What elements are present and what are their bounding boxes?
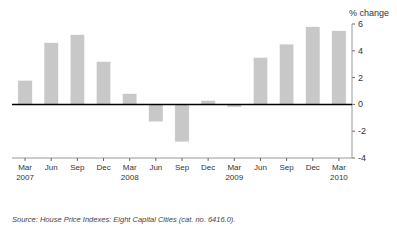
x-tick — [77, 158, 78, 161]
x-tick — [312, 158, 313, 161]
bar — [175, 104, 189, 142]
x-tick — [129, 158, 130, 161]
x-tick-label: Mar2008 — [121, 163, 139, 182]
y-tick-label: 2 — [358, 73, 363, 83]
bar — [96, 62, 110, 105]
x-tick-label: Sep — [175, 163, 190, 172]
source-note: Source: House Price Indexes: Eight Capit… — [12, 215, 235, 224]
x-tick — [234, 158, 235, 161]
x-tick-label: Mar2010 — [330, 163, 348, 182]
x-tick — [155, 158, 156, 161]
x-tick-label: Dec — [306, 163, 320, 172]
bar — [306, 27, 320, 105]
bar — [44, 43, 58, 105]
x-tick — [338, 158, 339, 161]
bar — [332, 31, 346, 105]
x-tick — [208, 158, 209, 161]
x-tick — [25, 158, 26, 161]
y-axis-label: % change — [349, 8, 389, 18]
y-tick-label: -4 — [358, 153, 366, 163]
x-tick-label: Mar2009 — [225, 163, 243, 182]
bar — [70, 35, 84, 105]
x-tick — [260, 158, 261, 161]
y-axis-line — [352, 24, 353, 158]
y-tick-label: 4 — [358, 46, 363, 56]
bars — [18, 27, 346, 142]
x-tick-label: Jun — [45, 163, 58, 172]
y-tick-label: 0 — [358, 99, 363, 109]
x-tick-label: Jun — [254, 163, 267, 172]
y-tick-label: 6 — [358, 19, 363, 29]
bar — [279, 44, 293, 104]
chart-svg: -4 -2 0 2 4 6 Mar2007 Jun Sep Dec Mar2008 Jun Sep Dec… — [0, 0, 397, 227]
x-tick-label: Dec — [96, 163, 110, 172]
bar — [149, 104, 163, 121]
x-tick-label: Mar2007 — [16, 163, 34, 182]
x-tick — [182, 158, 183, 161]
x-tick — [51, 158, 52, 161]
bar — [253, 58, 267, 105]
y-tick-label: -2 — [358, 126, 366, 136]
x-tick-label: Sep — [70, 163, 85, 172]
x-tick — [286, 158, 287, 161]
x-tick-label: Sep — [279, 163, 294, 172]
chart-container: -4 -2 0 2 4 6 Mar2007 Jun Sep Dec Mar2008 Jun Sep Dec… — [0, 0, 397, 227]
bar — [123, 94, 137, 105]
zero-line — [12, 104, 352, 106]
x-tick-label: Jun — [149, 163, 162, 172]
x-axis: Mar2007 Jun Sep Dec Mar2008 Jun Sep Dec Mar2009 J… — [16, 158, 348, 182]
bar — [18, 80, 32, 104]
x-tick — [103, 158, 104, 161]
y-axis: -4 -2 0 2 4 6 — [352, 19, 366, 163]
x-tick-label: Dec — [201, 163, 215, 172]
